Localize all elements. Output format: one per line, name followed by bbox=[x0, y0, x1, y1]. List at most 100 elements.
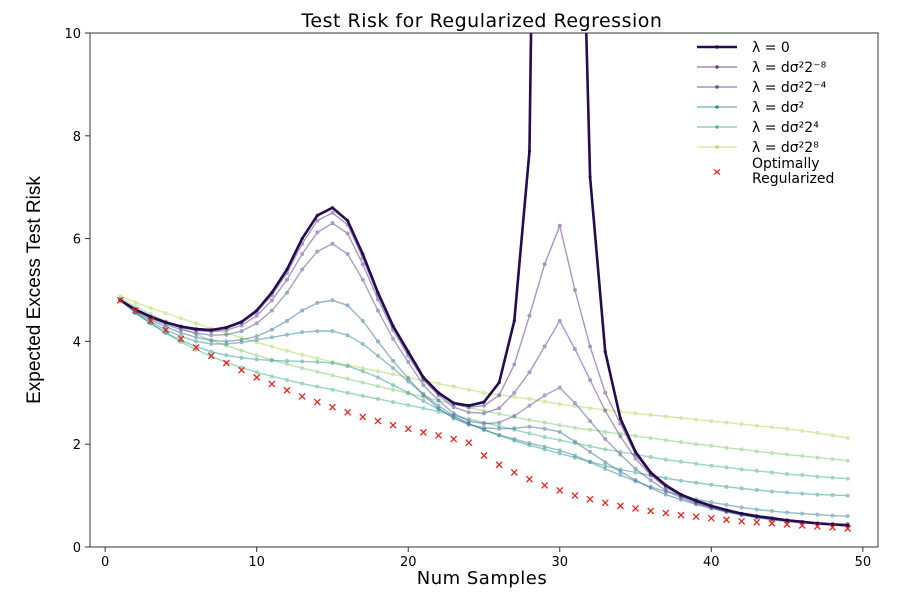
data-point bbox=[482, 425, 486, 430]
optimal-marker bbox=[329, 403, 336, 411]
data-point bbox=[497, 380, 501, 385]
optimal-marker bbox=[192, 344, 200, 352]
data-point bbox=[254, 313, 259, 318]
data-point bbox=[557, 429, 562, 434]
data-point bbox=[754, 468, 759, 473]
data-point bbox=[754, 449, 759, 454]
data-point bbox=[391, 400, 396, 405]
data-point bbox=[254, 353, 259, 358]
data-point bbox=[163, 311, 168, 316]
data-point bbox=[421, 383, 426, 388]
data-point bbox=[527, 424, 532, 429]
data-point bbox=[315, 213, 319, 218]
data-point bbox=[663, 414, 668, 419]
data-point bbox=[451, 405, 456, 410]
data-point bbox=[482, 421, 486, 426]
data-point bbox=[285, 358, 289, 363]
data-point bbox=[497, 432, 502, 437]
y-tick-label: 2 bbox=[73, 438, 81, 453]
data-point bbox=[709, 463, 714, 468]
data-point bbox=[694, 442, 699, 447]
data-point bbox=[269, 344, 274, 349]
optimal-marker bbox=[768, 519, 776, 527]
optimal-marker bbox=[571, 492, 579, 500]
data-point bbox=[315, 329, 320, 334]
data-point bbox=[709, 482, 714, 487]
data-point bbox=[361, 252, 365, 256]
data-point bbox=[724, 508, 729, 512]
data-point bbox=[315, 300, 320, 305]
data-point bbox=[375, 353, 380, 358]
plot-frame bbox=[89, 32, 879, 548]
legend-label: λ = dσ²2⁸ bbox=[752, 140, 819, 156]
data-point bbox=[557, 423, 562, 428]
data-point bbox=[300, 359, 305, 364]
legend-item: λ = dσ²2⁴ bbox=[697, 120, 819, 136]
data-point bbox=[709, 504, 713, 508]
data-point bbox=[588, 444, 593, 449]
x-axis-label: Num Samples bbox=[417, 568, 548, 589]
series-0 bbox=[118, 33, 850, 528]
data-point bbox=[345, 333, 350, 338]
data-point bbox=[618, 473, 623, 478]
legend-label: λ = dσ²2⁻⁸ bbox=[752, 60, 827, 76]
data-point bbox=[315, 356, 320, 361]
series-2 bbox=[118, 221, 850, 528]
data-point bbox=[663, 488, 668, 493]
data-point bbox=[391, 366, 396, 371]
data-point bbox=[527, 418, 532, 423]
data-point bbox=[603, 463, 608, 468]
data-point bbox=[164, 320, 168, 324]
data-point bbox=[512, 390, 517, 395]
legend-label: Optimally bbox=[752, 156, 820, 172]
data-point bbox=[633, 450, 638, 454]
data-point bbox=[436, 381, 441, 386]
series-line bbox=[119, 243, 848, 526]
data-point bbox=[345, 390, 350, 395]
data-point bbox=[269, 308, 274, 313]
data-point bbox=[800, 428, 805, 433]
data-point bbox=[679, 415, 683, 420]
data-point bbox=[739, 505, 744, 510]
optimal-marker bbox=[753, 518, 761, 526]
optimal-marker bbox=[707, 514, 715, 522]
data-point bbox=[709, 419, 714, 424]
series-8 bbox=[118, 296, 850, 463]
data-point bbox=[391, 387, 396, 392]
legend-label: Regularized bbox=[752, 171, 834, 187]
data-point bbox=[845, 436, 850, 441]
data-point bbox=[285, 377, 289, 382]
data-point bbox=[406, 390, 411, 395]
data-point bbox=[603, 390, 608, 395]
data-point bbox=[330, 373, 335, 378]
data-point bbox=[754, 507, 759, 512]
optimal-marker bbox=[723, 516, 730, 524]
data-point bbox=[755, 514, 759, 518]
optimal-marker bbox=[526, 475, 533, 483]
legend-label: λ = 0 bbox=[752, 40, 790, 56]
data-point bbox=[254, 321, 259, 326]
data-point bbox=[830, 493, 835, 498]
optimal-marker bbox=[207, 352, 215, 360]
data-point bbox=[300, 267, 305, 272]
data-point bbox=[633, 456, 638, 461]
data-point bbox=[345, 231, 350, 236]
data-point bbox=[497, 420, 502, 425]
data-point bbox=[512, 394, 517, 399]
data-point bbox=[542, 435, 547, 440]
optimal-marker bbox=[465, 439, 473, 447]
optimal-marker bbox=[177, 335, 185, 343]
data-point bbox=[830, 475, 835, 480]
data-point bbox=[572, 288, 577, 292]
data-point bbox=[663, 457, 668, 462]
optimal-marker bbox=[601, 499, 609, 507]
optimal-marker bbox=[298, 392, 306, 400]
optimal-marker bbox=[132, 307, 139, 315]
data-point bbox=[542, 420, 547, 425]
data-point bbox=[663, 438, 668, 443]
data-point bbox=[769, 450, 774, 455]
legend-marker bbox=[715, 125, 719, 129]
data-point bbox=[391, 372, 396, 377]
data-point bbox=[739, 486, 744, 491]
data-point bbox=[572, 453, 577, 458]
